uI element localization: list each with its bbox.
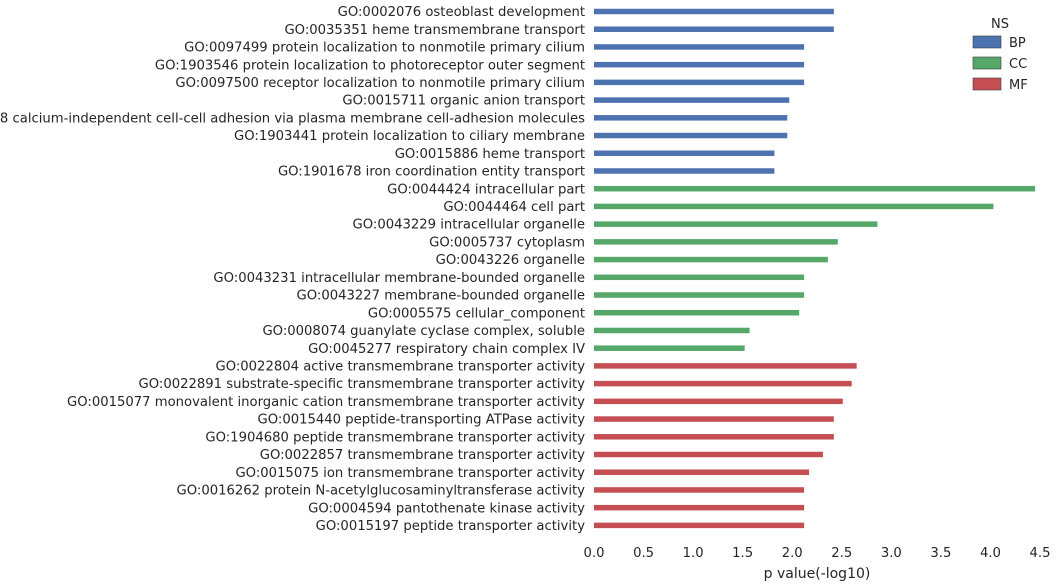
bar-mf (594, 469, 810, 475)
bar-cc (594, 256, 828, 263)
x-axis: 0.0 0.5 1.0 1.5 2.0 2.5 3.0 3.5 4.0 4.5 (584, 546, 1051, 561)
bar-mf (594, 434, 834, 440)
category-label: GO:0015077 monovalent inorganic cation t… (67, 395, 585, 410)
category-label: GO:0005737 cytoplasm (429, 235, 585, 250)
category-label: GO:1904680 peptide transmembrane transpo… (205, 430, 585, 445)
legend-swatch-bp (972, 35, 1002, 49)
legend-label-cc: CC (1009, 57, 1027, 72)
x-tick-label: 2.0 (782, 546, 803, 561)
x-tick-label: 3.0 (881, 546, 902, 561)
x-tick-label: 2.5 (831, 546, 852, 561)
category-label: GO:0035351 heme transmembrane transport (284, 23, 585, 38)
legend-title: NS (991, 17, 1009, 32)
bar-cc (594, 309, 800, 316)
bar-cc (594, 274, 805, 281)
category-label: GO:0008074 guanylate cyclase complex, so… (262, 324, 585, 339)
category-label: GO:1901678 iron coordination entity tran… (278, 165, 585, 180)
bar-bp (594, 132, 788, 139)
legend-label-bp: BP (1009, 36, 1026, 51)
category-label: GO:0045277 respiratory chain complex IV (308, 342, 585, 357)
category-label: GO:0097500 receptor localization to nonm… (175, 76, 585, 91)
category-labels: GO:0002076 osteoblast development GO:0035… (0, 5, 585, 534)
category-label: GO:0016338 calcium-independent cell-cell… (0, 111, 585, 126)
bar-cc (594, 345, 745, 351)
bar-bp (594, 26, 834, 32)
bar-mf (594, 416, 834, 422)
legend-entries: BP CC MF (972, 35, 1028, 93)
category-label: GO:0015440 peptide-transporting ATPase a… (258, 413, 586, 428)
category-label: GO:0002076 osteoblast development (338, 5, 585, 20)
bar-cc (594, 185, 1036, 192)
bar-cc (594, 292, 805, 298)
x-tick-label: 0.0 (584, 546, 605, 561)
bar-cc (594, 203, 994, 210)
category-label: GO:1903546 protein localization to photo… (155, 58, 585, 73)
category-label: GO:0016262 protein N-acetylglucosaminylt… (177, 484, 586, 499)
category-label: GO:0022857 transmembrane transporter act… (260, 448, 585, 463)
category-label: GO:0015075 ion transmembrane transporter… (235, 466, 585, 481)
x-axis-title: p value(-log10) (764, 566, 871, 582)
x-tick-label: 0.5 (633, 546, 654, 561)
bar-mf (594, 487, 805, 493)
bar-cc (594, 239, 838, 245)
category-label: GO:0015886 heme transport (395, 147, 585, 162)
bar-bp (594, 79, 805, 86)
bar-mf (594, 363, 857, 369)
x-tick-label: 1.5 (732, 546, 753, 561)
category-label: GO:0044424 intracellular part (387, 182, 585, 197)
category-label: GO:0043229 intracellular organelle (353, 218, 585, 233)
legend-swatch-cc (972, 56, 1002, 70)
bar-bp (594, 115, 788, 121)
category-label: GO:0022891 substrate-specific transmembr… (139, 377, 586, 392)
category-label: GO:0015711 organic anion transport (342, 94, 585, 109)
bar-bp (594, 150, 775, 157)
category-label: GO:0097499 protein localization to nonmo… (184, 41, 585, 56)
bar-bp (594, 8, 834, 15)
legend-swatch-mf (972, 77, 1002, 91)
category-label: GO:0015197 peptide transporter activity (316, 519, 586, 534)
category-label: GO:0022804 active transmembrane transpor… (215, 360, 585, 375)
category-label: GO:0044464 cell part (443, 200, 585, 215)
bar-bp (594, 44, 805, 50)
x-tick-label: 1.0 (683, 546, 704, 561)
bars-layer (594, 8, 1036, 529)
legend-label-mf: MF (1009, 78, 1028, 93)
category-label: GO:0005575 cellular_component (368, 306, 585, 321)
bar-mf (594, 380, 852, 387)
bar-mf (594, 398, 843, 405)
category-label: GO:0043226 organelle (436, 253, 585, 268)
bar-bp (594, 97, 790, 103)
bar-bp (594, 61, 805, 68)
bar-mf (594, 451, 823, 458)
category-label: GO:0004594 pantothenate kinase activity (308, 501, 585, 516)
category-label: GO:1903441 protein localization to cilia… (234, 129, 585, 144)
x-tick-label: 4.0 (980, 546, 1001, 561)
x-tick-label: 3.5 (930, 546, 951, 561)
category-label: GO:0043227 membrane-bounded organelle (297, 289, 585, 304)
legend: NS BP CC MF (972, 17, 1028, 93)
x-tick-label: 4.5 (1030, 546, 1051, 561)
category-label: GO:0043231 intracellular membrane-bounde… (213, 271, 585, 286)
bar-mf (594, 504, 805, 511)
bar-mf (594, 522, 805, 529)
bar-cc (594, 221, 878, 227)
bar-cc (594, 327, 750, 334)
bar-bp (594, 168, 775, 174)
